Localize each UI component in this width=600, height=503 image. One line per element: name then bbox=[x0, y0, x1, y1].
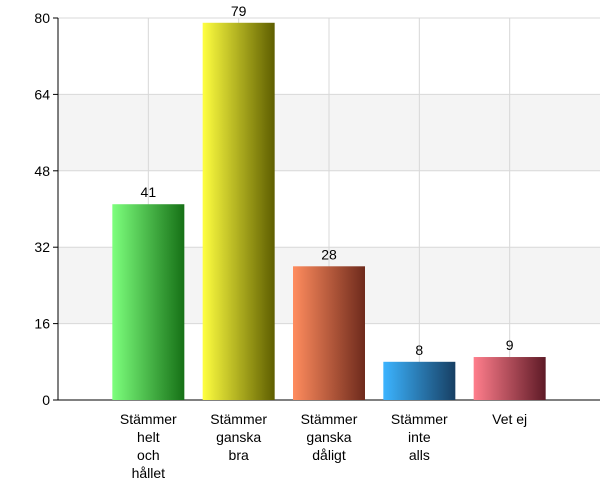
x-tick-label: Stämmer inte alls bbox=[391, 411, 448, 463]
bar bbox=[202, 22, 275, 401]
value-label: 8 bbox=[415, 342, 423, 358]
bar bbox=[293, 266, 365, 400]
value-label: 41 bbox=[141, 184, 157, 200]
x-tick-label: Stämmer ganska dåligt bbox=[301, 411, 358, 463]
y-tick-label: 48 bbox=[34, 163, 50, 179]
y-tick-label: 64 bbox=[34, 86, 50, 102]
bar bbox=[473, 357, 546, 400]
value-label: 9 bbox=[506, 337, 514, 353]
y-tick-label: 80 bbox=[34, 10, 50, 26]
x-tick-label: Stämmer helt och hållet bbox=[120, 411, 177, 481]
value-label: 79 bbox=[231, 3, 247, 19]
x-tick-label: Vet ej bbox=[492, 411, 527, 427]
bar bbox=[383, 361, 456, 400]
value-label: 28 bbox=[321, 246, 337, 262]
y-tick-label: 0 bbox=[42, 392, 50, 408]
y-tick-label: 32 bbox=[34, 239, 50, 255]
y-tick-label: 16 bbox=[34, 316, 50, 332]
x-tick-label: Stämmer ganska bra bbox=[210, 411, 267, 463]
bar bbox=[112, 204, 185, 400]
